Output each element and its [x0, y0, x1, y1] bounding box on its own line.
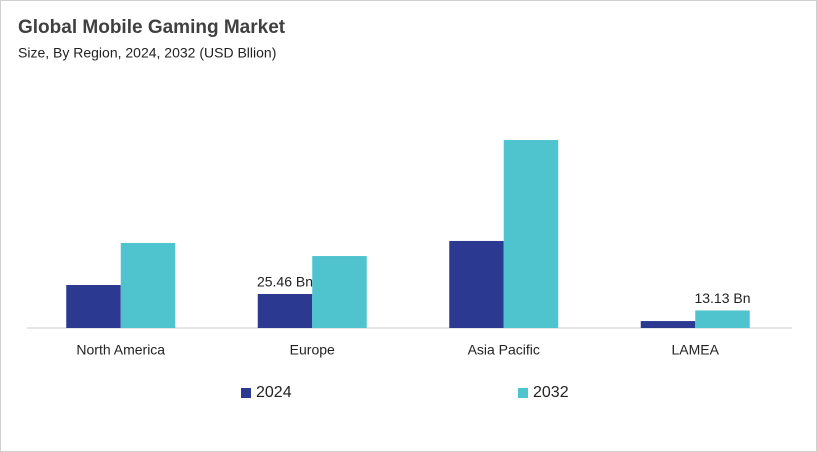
bar	[503, 140, 559, 328]
legend-swatch	[241, 388, 251, 398]
data-label: 13.13 Bn	[694, 290, 750, 306]
bar	[640, 321, 696, 328]
x-tick-label: LAMEA	[672, 342, 720, 358]
x-tick-label: Asia Pacific	[468, 342, 540, 358]
chart-subtitle: Size, By Region, 2024, 2032 (USD Bllion)	[18, 45, 276, 61]
legend-swatch	[518, 388, 528, 398]
legend-label: 2024	[256, 384, 292, 401]
bar	[449, 240, 504, 328]
bar	[66, 285, 121, 328]
legend-label: 2032	[533, 384, 569, 401]
x-tick-label: Europe	[290, 342, 335, 358]
chart-title: Global Mobile Gaming Market	[18, 17, 286, 38]
x-tick-label: North America	[76, 342, 165, 358]
bar	[695, 310, 750, 328]
bar	[120, 242, 176, 328]
bar	[312, 256, 367, 328]
bar	[257, 294, 313, 328]
data-label: 25.46 Bn	[257, 274, 313, 290]
